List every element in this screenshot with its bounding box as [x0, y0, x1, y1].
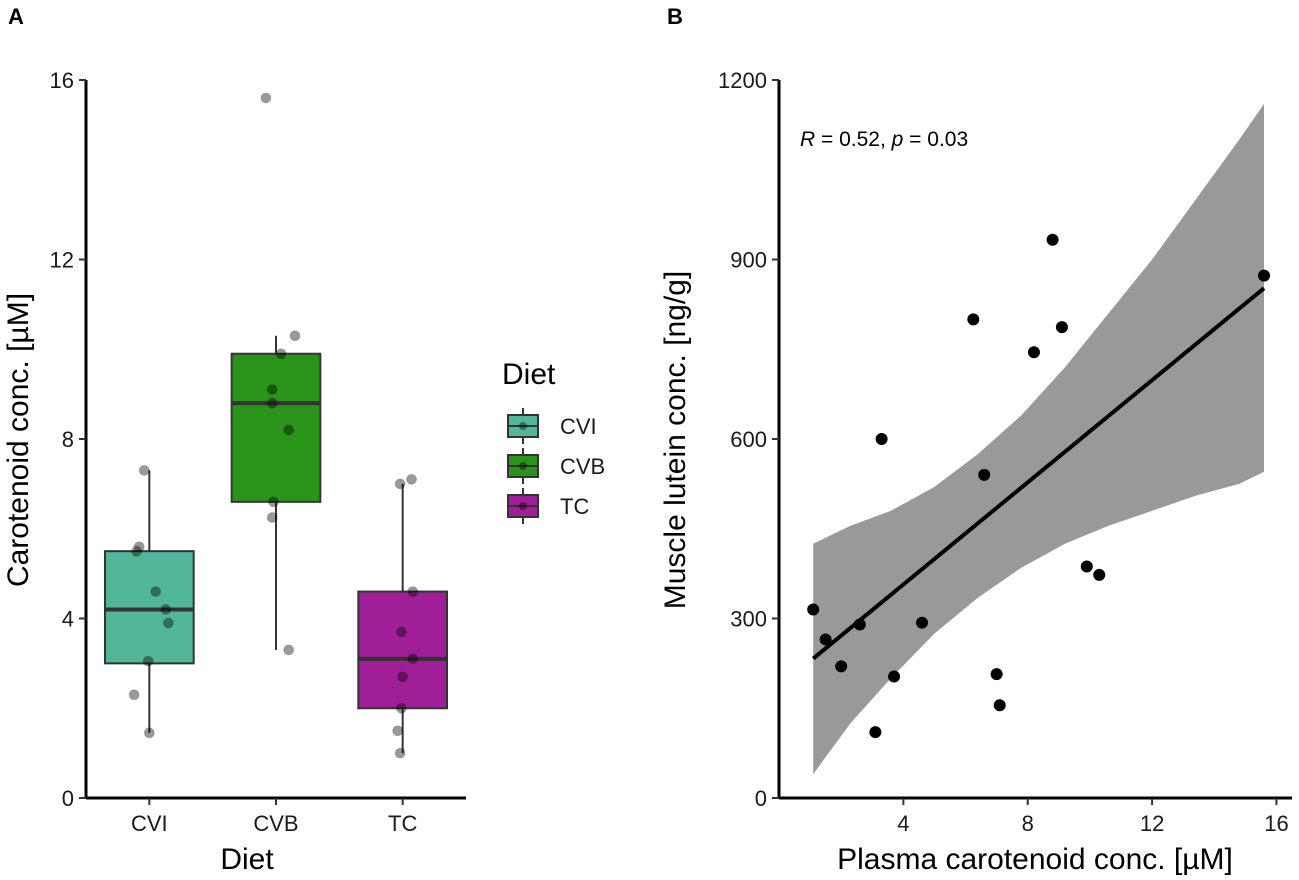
correlation-annotation: R = 0.52, p = 0.03	[800, 128, 968, 151]
annot-p-value: = 0.03	[903, 128, 968, 151]
panel-a-label: A	[8, 4, 24, 29]
box-tc	[357, 590, 449, 710]
scatter-point	[978, 468, 991, 481]
panel-b-points	[807, 233, 1271, 739]
a-y-tick-label: 12	[50, 248, 74, 273]
point-tc	[394, 747, 406, 759]
scatter-point	[967, 313, 980, 326]
scatter-point	[888, 670, 901, 683]
panel-a-ticks: 0 4 8 12 16 CVI CVB TC	[50, 68, 418, 836]
a-x-tick-label: CVI	[131, 811, 168, 836]
point-cvb	[267, 496, 279, 508]
b-x-axis-title: Plasma carotenoid conc. [µM]	[837, 843, 1233, 876]
legend-item-cvi: CVI	[507, 408, 597, 444]
scatter-point	[1093, 568, 1106, 581]
point-tc	[392, 725, 404, 737]
a-x-axis-title: Diet	[220, 843, 274, 876]
point-cvi	[138, 464, 150, 476]
scatter-point	[1258, 269, 1271, 282]
point-cvi	[162, 617, 174, 629]
point-tc	[395, 626, 407, 638]
point-cvb	[283, 424, 295, 436]
a-x-tick-label: TC	[388, 811, 417, 836]
panel-b-ticks: 0 300 600 900 1200 4 8 12 16	[718, 68, 1289, 836]
scatter-point	[993, 699, 1006, 712]
b-x-tick-label: 4	[897, 811, 909, 836]
point-cvb	[283, 644, 295, 656]
annot-r-label: R	[800, 128, 815, 151]
a-y-tick-label: 0	[62, 786, 74, 811]
panel-b-regression	[811, 286, 1266, 661]
point-cvi	[131, 545, 143, 557]
annot-p-label: p	[891, 128, 904, 151]
scatter-point	[1080, 560, 1093, 573]
scatter-point	[835, 660, 848, 673]
point-tc	[407, 586, 419, 598]
legend-label: CVB	[560, 454, 605, 479]
point-cvi	[143, 727, 155, 739]
legend-key-point	[519, 502, 527, 510]
point-cvb	[266, 512, 278, 524]
point-cvi	[128, 689, 140, 701]
b-y-tick-label: 600	[730, 427, 767, 452]
legend-key-point	[519, 422, 527, 430]
panel-b-label: B	[667, 4, 683, 29]
b-x-tick-label: 16	[1264, 811, 1288, 836]
point-tc	[394, 478, 406, 490]
legend-label: CVI	[560, 414, 597, 439]
point-cvb	[266, 397, 278, 409]
point-cvi	[150, 586, 162, 598]
b-y-tick-label: 900	[730, 248, 767, 273]
scatter-point	[1055, 321, 1068, 334]
scatter-point	[990, 668, 1003, 681]
point-cvi	[160, 604, 172, 616]
b-x-tick-label: 8	[1022, 811, 1034, 836]
scatter-point	[869, 726, 882, 739]
legend-key-point	[519, 462, 527, 470]
box-cvi	[104, 550, 195, 665]
point-cvb	[275, 348, 287, 360]
confidence-band	[813, 103, 1264, 775]
legend: Diet CVI CVB TC	[502, 358, 605, 524]
b-y-tick-label: 1200	[718, 68, 767, 93]
point-tc	[407, 653, 419, 665]
scatter-point	[819, 633, 832, 646]
point-cvi	[133, 541, 145, 553]
point-cvi	[142, 655, 154, 667]
scatter-point	[1027, 346, 1040, 359]
b-y-tick-label: 0	[755, 786, 767, 811]
point-cvb	[266, 384, 278, 396]
scatter-point	[916, 616, 929, 629]
panel-b-confidence-band	[813, 103, 1264, 775]
scatter-point	[853, 618, 866, 631]
a-y-tick-label: 16	[50, 68, 74, 93]
box-cvb	[230, 352, 322, 503]
legend-item-tc: TC	[507, 488, 589, 524]
regression-line	[811, 286, 1266, 661]
a-y-axis-title: Carotenoid conc. [µM]	[2, 293, 35, 587]
point-tc	[406, 473, 418, 485]
point-tc	[395, 702, 407, 714]
point-cvb	[260, 92, 272, 104]
panel-a-points	[128, 92, 419, 759]
b-y-axis-title: Muscle lutein conc. [ng/g]	[659, 271, 692, 610]
b-x-tick-label: 12	[1140, 811, 1164, 836]
point-tc	[397, 671, 409, 683]
scatter-point	[807, 603, 820, 616]
a-y-tick-label: 8	[62, 427, 74, 452]
point-cvb	[289, 330, 301, 342]
legend-item-cvb: CVB	[507, 448, 605, 484]
legend-title: Diet	[502, 358, 556, 391]
scatter-point	[1046, 233, 1059, 246]
scatter-point	[875, 433, 888, 445]
a-x-tick-label: CVB	[253, 811, 298, 836]
annot-r-value: = 0.52,	[815, 128, 891, 151]
b-y-tick-label: 300	[730, 607, 767, 632]
legend-label: TC	[560, 494, 589, 519]
panel-a-boxes	[104, 335, 449, 754]
a-y-tick-label: 4	[62, 607, 74, 632]
